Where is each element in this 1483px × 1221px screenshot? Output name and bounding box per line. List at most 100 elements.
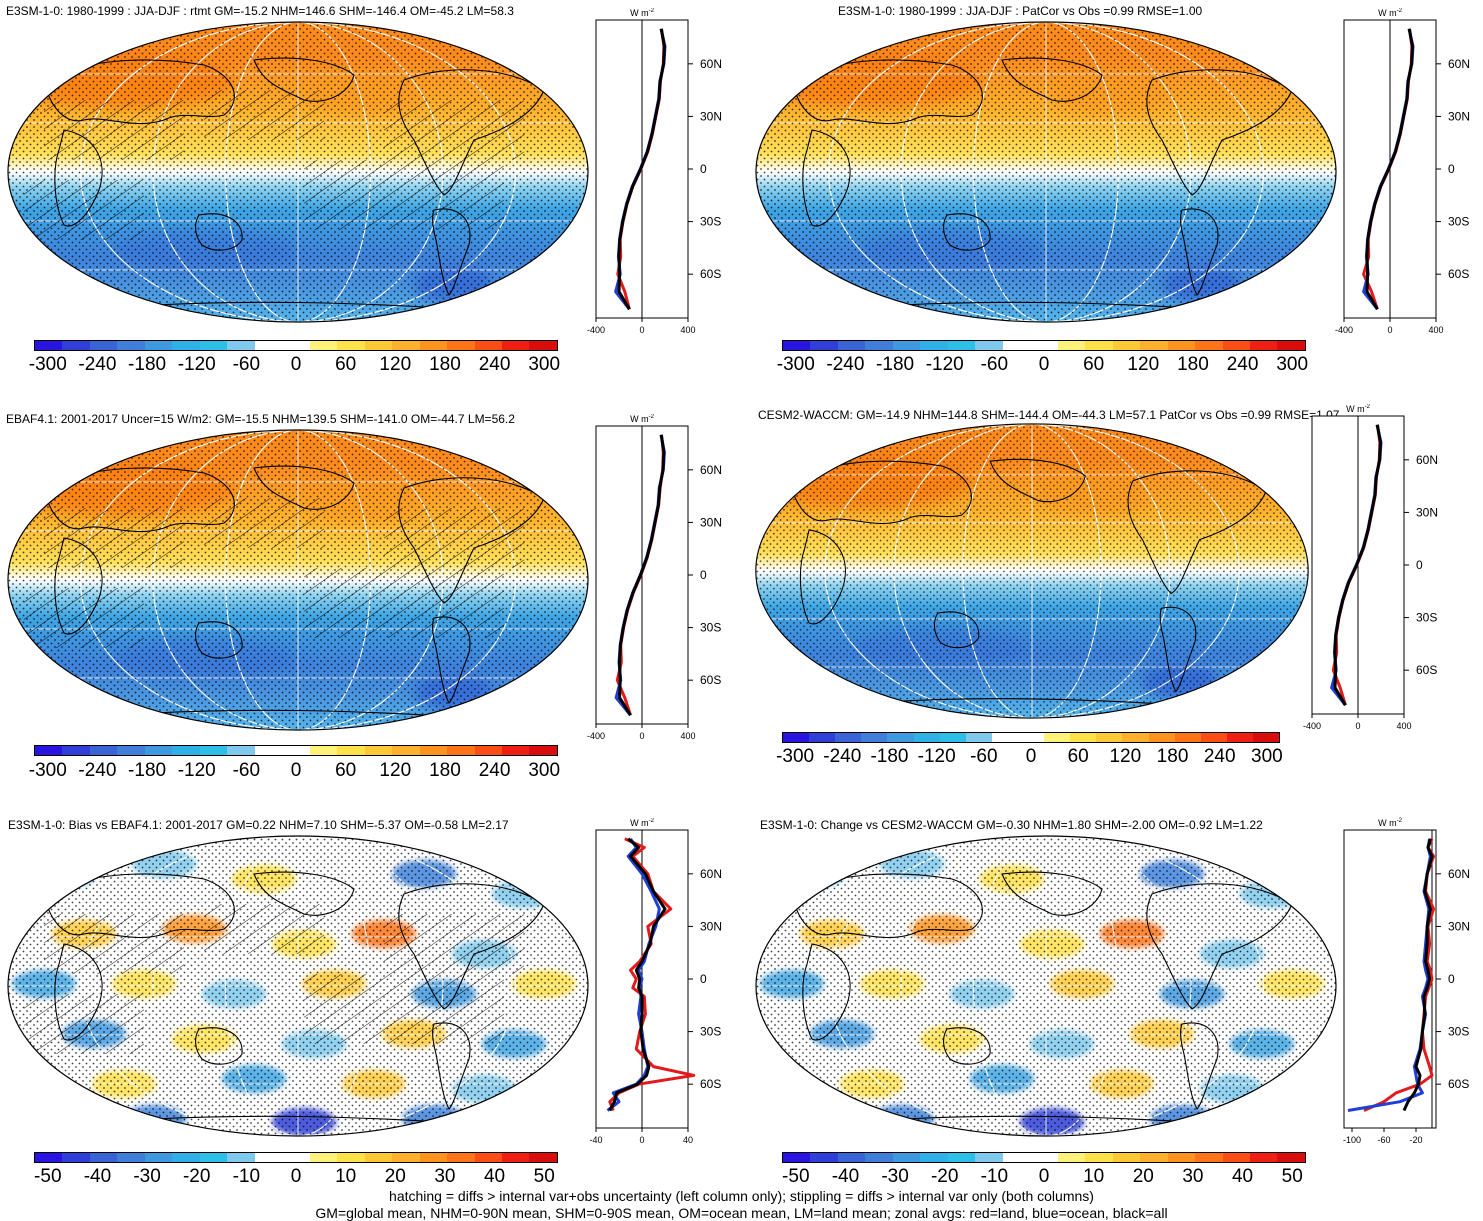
zonal-y-tick-label: 30N bbox=[700, 515, 722, 529]
colorbar-swatch bbox=[1096, 733, 1123, 742]
colorbar-swatch bbox=[1195, 341, 1223, 350]
colorbar-swatch bbox=[947, 341, 976, 350]
colorbar-tick-label: 60 bbox=[335, 354, 357, 375]
colorbar-tick-label: -20 bbox=[182, 1166, 211, 1187]
colorbar-swatch bbox=[62, 746, 90, 755]
colorbar-swatch bbox=[364, 1153, 393, 1162]
colorbar-swatch bbox=[199, 1153, 228, 1162]
colorbar-tick-label: 120 bbox=[379, 354, 412, 375]
colorbar-tick-label: -240 bbox=[78, 760, 117, 781]
colorbar-swatch bbox=[1200, 733, 1227, 742]
zonal-y-tick-label: 0 bbox=[700, 568, 707, 582]
zonal-mean-plot: 60N 30N 0 30S 60S -400 0 400 W m-2 bbox=[587, 8, 722, 335]
colorbar-swatch bbox=[1277, 341, 1305, 350]
colorbar-swatch bbox=[1044, 733, 1071, 742]
colorbar-swatch bbox=[392, 746, 420, 755]
colorbar-swatch bbox=[474, 746, 502, 755]
colorbar-tick-label: 240 bbox=[1226, 354, 1259, 375]
colorbar-swatch bbox=[1112, 1153, 1141, 1162]
zonal-mean-plot: 60N 30N 0 30S 60S -400 0 400 W m-2 bbox=[1303, 404, 1438, 731]
colorbar-swatch bbox=[89, 746, 118, 755]
colorbar-swatch bbox=[837, 1153, 866, 1162]
colorbar-tick-label: 240 bbox=[1203, 746, 1236, 767]
zonal-units-label: W m-2 bbox=[1346, 404, 1370, 414]
footnote-line-1: hatching = diffs > internal var+obs unce… bbox=[389, 1188, 1094, 1204]
zonal-series-all bbox=[1333, 424, 1382, 706]
colorbar-tick-label: -180 bbox=[876, 354, 915, 375]
colorbar-tick-label: -10 bbox=[980, 1166, 1009, 1187]
zonal-units-label: W m-2 bbox=[1378, 8, 1402, 18]
colorbar-swatch bbox=[35, 1153, 63, 1162]
colorbar-tick-label: 60 bbox=[1083, 354, 1105, 375]
zonal-y-tick-label: 30S bbox=[1448, 1025, 1469, 1039]
zonal-series-all bbox=[1402, 838, 1434, 1112]
colorbar-tick-label: 30 bbox=[434, 1166, 456, 1187]
panel-title: E3SM-1-0: Change vs CESM2-WACCM GM=-0.30… bbox=[760, 818, 1263, 832]
zonal-mean-plot: 60N 30N 0 30S 60S -400 0 400 W m-2 bbox=[587, 414, 722, 741]
colorbar-swatch bbox=[1122, 733, 1149, 742]
zonal-units-label: W m-2 bbox=[630, 8, 654, 18]
colorbar bbox=[34, 745, 558, 756]
colorbar-tick-label: 0 bbox=[290, 354, 302, 375]
zonal-x-tick-label: 0 bbox=[1355, 721, 1360, 731]
colorbar-tick-label: -120 bbox=[177, 760, 216, 781]
colorbar-swatch bbox=[529, 341, 557, 350]
colorbar-swatch bbox=[254, 341, 283, 350]
colorbar-tick-label: -120 bbox=[925, 354, 964, 375]
colorbar-tick-label: 10 bbox=[335, 1166, 357, 1187]
zonal-x-tick-label: 0 bbox=[639, 325, 644, 335]
zonal-x-tick-label: 400 bbox=[1428, 325, 1443, 335]
colorbar-swatch bbox=[172, 746, 200, 755]
colorbar-swatch bbox=[1249, 341, 1278, 350]
colorbar-tick-label: 40 bbox=[1231, 1166, 1254, 1187]
colorbar-swatch bbox=[227, 1153, 255, 1162]
zonal-x-tick-label: 0 bbox=[639, 1135, 644, 1145]
colorbar-tick-label: 0 bbox=[290, 760, 302, 781]
colorbar-swatch bbox=[62, 341, 90, 350]
colorbar-swatch bbox=[1167, 1153, 1196, 1162]
colorbar-swatch bbox=[309, 746, 338, 755]
colorbar-tick-label: -300 bbox=[28, 760, 67, 781]
colorbar-swatch bbox=[1085, 1153, 1113, 1162]
colorbar bbox=[782, 732, 1280, 743]
zonal-units-label: W m-2 bbox=[1378, 818, 1402, 828]
colorbar-swatch bbox=[920, 341, 948, 350]
colorbar-swatch bbox=[1222, 341, 1250, 350]
colorbar-tick-label: 0 bbox=[1038, 1166, 1050, 1187]
colorbar bbox=[782, 340, 1306, 351]
colorbar-tick-label: -30 bbox=[133, 1166, 161, 1187]
colorbar-swatch bbox=[337, 341, 365, 350]
colorbar bbox=[782, 1152, 1306, 1163]
colorbar-swatch bbox=[337, 1153, 365, 1162]
colorbar-swatch bbox=[1002, 341, 1031, 350]
colorbar-swatch bbox=[1249, 1153, 1278, 1162]
panel-title: E3SM-1-0: 1980-1999 : JJA-DJF : rtmt GM=… bbox=[6, 4, 514, 18]
colorbar-swatch bbox=[501, 1153, 530, 1162]
colorbar-swatch bbox=[35, 746, 63, 755]
colorbar-swatch bbox=[1277, 1153, 1305, 1162]
colorbar-swatch bbox=[1252, 733, 1280, 742]
colorbar-swatch bbox=[419, 1153, 448, 1162]
colorbar-tick-label: -300 bbox=[28, 354, 67, 375]
colorbar-swatch bbox=[783, 733, 810, 742]
colorbar-tick-label: -180 bbox=[128, 354, 167, 375]
colorbar-swatch bbox=[309, 341, 338, 350]
zonal-x-tick-label: 0 bbox=[1387, 325, 1392, 335]
colorbar-swatch bbox=[1226, 733, 1253, 742]
colorbar-tick-label: 0 bbox=[1038, 354, 1050, 375]
colorbar-swatch bbox=[1070, 733, 1097, 742]
colorbar-swatch bbox=[392, 341, 420, 350]
colorbar-swatch bbox=[810, 341, 838, 350]
zonal-series-all bbox=[618, 434, 666, 716]
colorbar-swatch bbox=[892, 341, 921, 350]
footnote-line-2: GM=global mean, NHM=0-90N mean, SHM=0-90… bbox=[315, 1205, 1168, 1221]
colorbar-swatch bbox=[529, 746, 557, 755]
colorbar-tick-label: 30 bbox=[1182, 1166, 1204, 1187]
colorbar-tick-label: 300 bbox=[528, 760, 561, 781]
map bbox=[755, 423, 1309, 719]
colorbar-swatch bbox=[892, 1153, 921, 1162]
colorbar-swatch bbox=[809, 733, 836, 742]
map bbox=[755, 835, 1337, 1137]
zonal-y-tick-label: 30N bbox=[1448, 919, 1470, 933]
colorbar-tick-label: 180 bbox=[429, 354, 461, 375]
